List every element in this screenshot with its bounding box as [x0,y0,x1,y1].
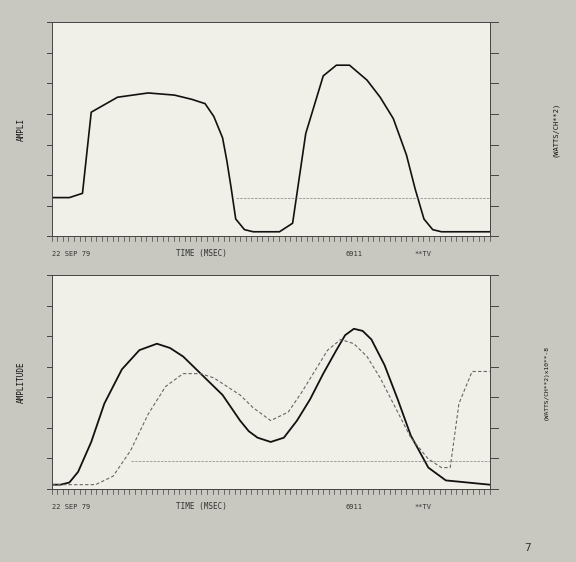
Text: 6911: 6911 [346,251,363,257]
Text: **TV: **TV [415,504,432,510]
Text: (WATTS/CH**2): (WATTS/CH**2) [552,102,559,157]
Text: TIME (MSEC): TIME (MSEC) [176,249,227,258]
Text: 6911: 6911 [346,504,363,510]
Text: TIME (MSEC): TIME (MSEC) [176,502,227,511]
Text: AMPLI: AMPLI [17,117,26,141]
Text: AMPLITUDE: AMPLITUDE [17,361,26,403]
Text: **TV: **TV [415,251,432,257]
Text: 7: 7 [524,543,531,553]
Text: 22 SEP 79: 22 SEP 79 [52,504,90,510]
Text: 22 SEP 79: 22 SEP 79 [52,251,90,257]
Text: (WATTS/CH**2)x10**-8: (WATTS/CH**2)x10**-8 [544,345,549,420]
